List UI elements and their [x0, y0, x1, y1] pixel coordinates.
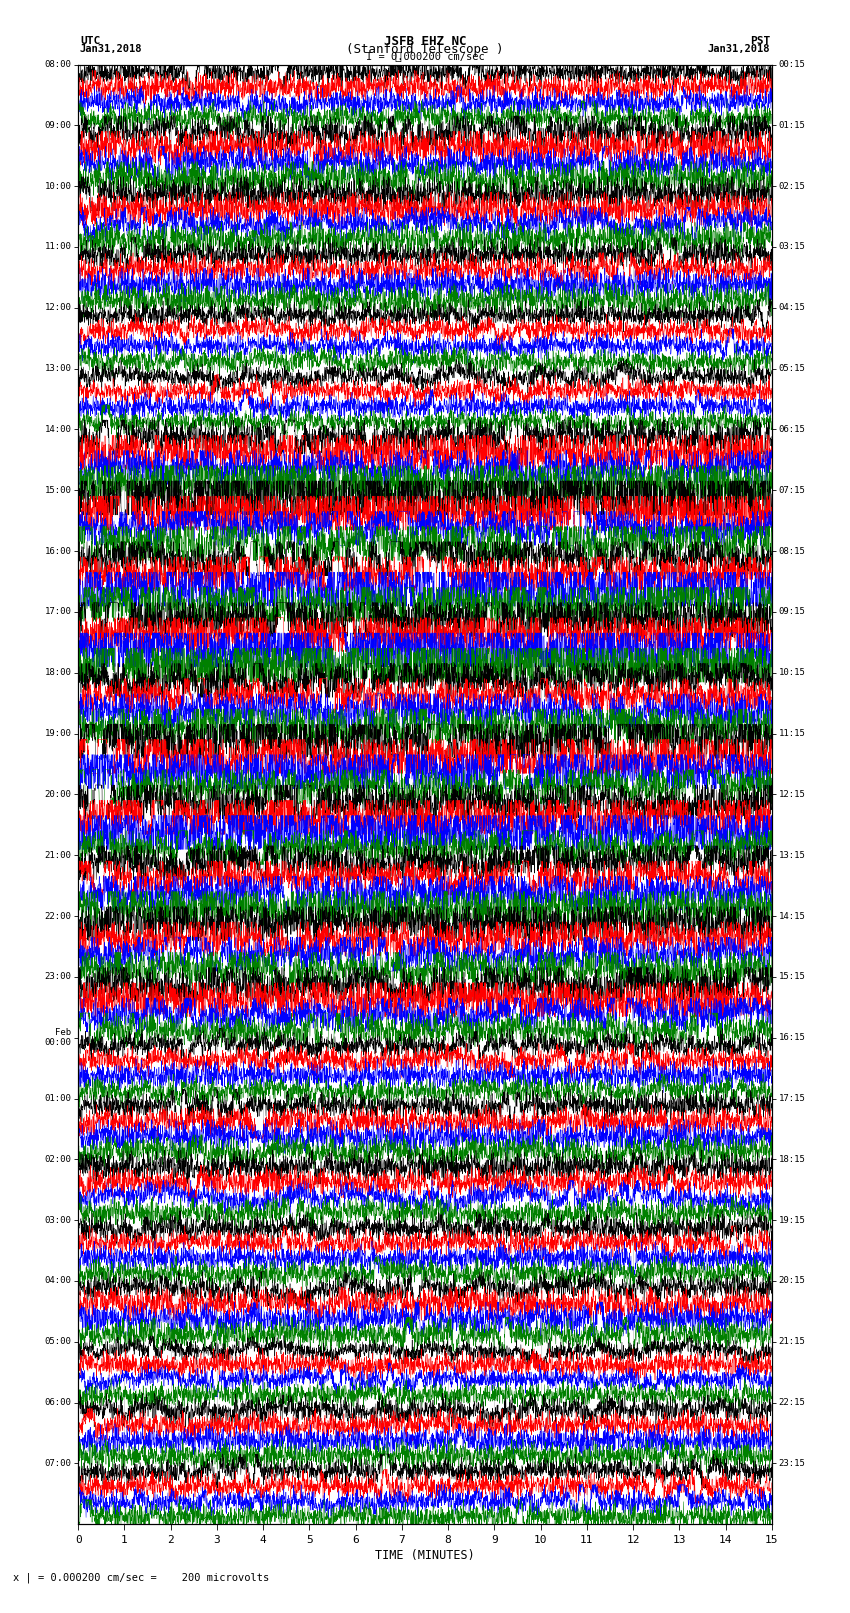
Text: I = 0.000200 cm/sec: I = 0.000200 cm/sec — [366, 52, 484, 63]
Text: (Stanford Telescope ): (Stanford Telescope ) — [346, 42, 504, 56]
Text: x | = 0.000200 cm/sec =    200 microvolts: x | = 0.000200 cm/sec = 200 microvolts — [13, 1573, 269, 1582]
Text: UTC: UTC — [80, 35, 100, 47]
X-axis label: TIME (MINUTES): TIME (MINUTES) — [375, 1548, 475, 1561]
Text: Jan31,2018: Jan31,2018 — [80, 44, 143, 55]
Text: JSFB EHZ NC: JSFB EHZ NC — [383, 34, 467, 48]
Text: PST: PST — [750, 35, 770, 47]
Text: Jan31,2018: Jan31,2018 — [707, 44, 770, 55]
Text: ⏐: ⏐ — [394, 52, 401, 63]
